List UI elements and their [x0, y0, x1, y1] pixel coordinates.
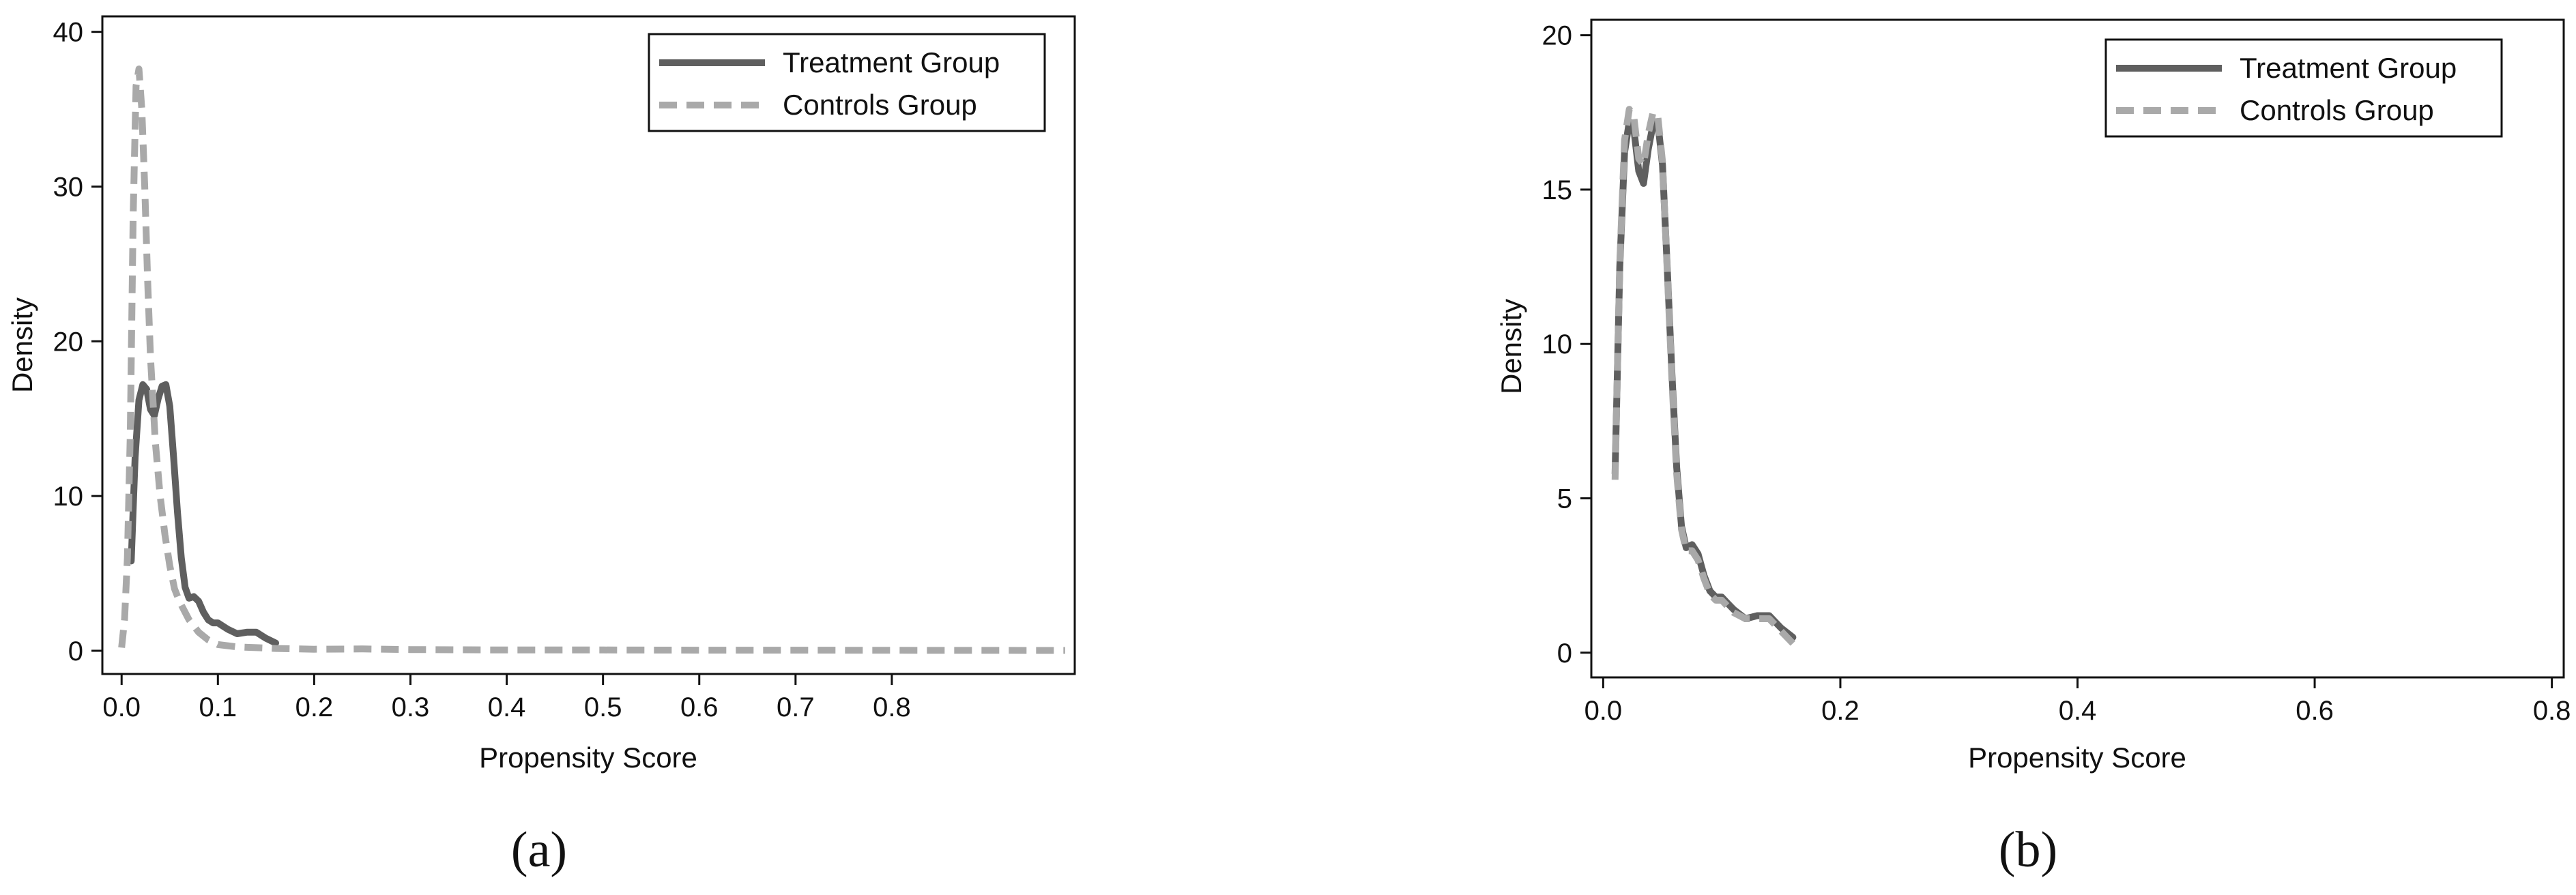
y-axis-title: Density — [1495, 299, 1527, 394]
legend-box — [648, 33, 1046, 132]
series-line-controls — [1611, 106, 1796, 646]
y-axis: 0 10 20 30 40 — [53, 18, 102, 666]
x-tick-label: 0.2 — [295, 692, 334, 722]
series-group — [118, 65, 1065, 654]
y-tick-label: 5 — [1557, 484, 1572, 514]
x-tick-label: 0.0 — [102, 692, 141, 722]
x-tick-label: 0.4 — [488, 692, 526, 722]
x-tick-label: 0.4 — [2059, 696, 2097, 726]
x-tick-label: 0.3 — [392, 692, 430, 722]
panel-a: 0.0 0.1 0.2 0.3 0.4 0.5 0.6 0.7 0.8 0 10 20 30 40 Pr… — [6, 15, 1076, 878]
legend-label-treatment: Treatment Group — [2240, 52, 2457, 84]
series-line-treatment — [128, 381, 279, 647]
panel-label-b: (b) — [1999, 822, 2057, 878]
legend-label-treatment: Treatment Group — [783, 46, 1000, 78]
x-axis-title: Propensity Score — [479, 742, 697, 774]
x-tick-label: 0.7 — [777, 692, 815, 722]
y-tick-label: 10 — [1542, 329, 1573, 360]
x-tick-label: 0.0 — [1584, 696, 1623, 726]
series-line-treatment — [1611, 118, 1797, 641]
x-axis: 0.0 0.2 0.4 0.6 0.8 — [1584, 677, 2571, 726]
x-tick-label: 0.8 — [2533, 696, 2571, 726]
x-tick-label: 0.6 — [2296, 696, 2334, 726]
legend: Treatment Group Controls Group — [648, 33, 1046, 132]
series-group — [1611, 106, 1797, 646]
y-tick-label: 0 — [1557, 639, 1572, 669]
y-tick-label: 30 — [53, 173, 84, 203]
y-tick-label: 0 — [68, 636, 83, 666]
legend-label-controls: Controls Group — [783, 89, 977, 121]
y-tick-label: 15 — [1542, 175, 1573, 205]
legend: Treatment Group Controls Group — [2104, 38, 2503, 138]
legend-box — [2104, 38, 2503, 138]
plot-frame — [101, 15, 1076, 675]
x-tick-label: 0.5 — [584, 692, 622, 722]
y-tick-label: 10 — [53, 482, 84, 512]
y-axis-title: Density — [6, 297, 38, 393]
y-tick-label: 40 — [53, 18, 84, 48]
legend-label-controls: Controls Group — [2240, 94, 2434, 126]
y-tick-label: 20 — [1542, 21, 1573, 51]
panel-label-a: (a) — [511, 822, 567, 878]
panel-b: 0.0 0.2 0.4 0.6 0.8 0 5 10 15 20 Propensity Scor… — [1495, 18, 2571, 878]
x-tick-label: 0.8 — [873, 692, 911, 722]
x-axis: 0.0 0.1 0.2 0.3 0.4 0.5 0.6 0.7 0.8 — [102, 674, 911, 722]
x-tick-label: 0.6 — [680, 692, 719, 722]
y-axis: 0 5 10 15 20 — [1542, 21, 1591, 669]
series-line-controls — [118, 65, 1065, 654]
x-axis-title: Propensity Score — [1968, 742, 2186, 774]
y-tick-label: 20 — [53, 327, 84, 357]
x-tick-label: 0.2 — [1821, 696, 1859, 726]
x-tick-label: 0.1 — [199, 692, 237, 722]
